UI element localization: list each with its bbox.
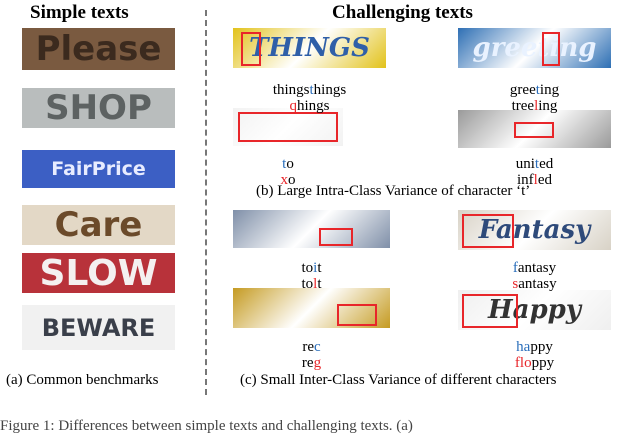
word-label: toit	[232, 260, 392, 276]
letter-segment: g	[313, 355, 322, 371]
letter-segment: l	[313, 276, 318, 292]
letter-segment: t	[534, 156, 540, 172]
header: Challenging texts	[332, 2, 473, 23]
letter-segment: tree	[511, 98, 535, 114]
word-image	[233, 210, 390, 248]
highlight-box	[514, 122, 554, 138]
letter-segment: inf	[516, 172, 534, 188]
caption: (c) Small Inter-Class Variance of differ…	[240, 372, 557, 388]
letter-segment: flo	[514, 355, 532, 371]
letter-segment: f	[512, 260, 518, 276]
word-image: BEWARE	[22, 305, 175, 350]
word-image: SHOP	[22, 88, 175, 128]
letter-segment: uni	[515, 156, 535, 172]
word-label: rec	[232, 339, 392, 355]
word-image	[458, 110, 611, 148]
highlight-box	[462, 214, 514, 248]
word-label: qhings	[230, 98, 390, 114]
word-label: happy	[455, 339, 615, 355]
word-label: fantasy	[455, 260, 615, 276]
letter-segment: to	[301, 260, 314, 276]
caption: (b) Large Intra-Class Variance of charac…	[256, 183, 531, 199]
letter-segment: re	[301, 355, 314, 371]
letter-segment: antasy	[518, 276, 557, 292]
word-image: SLOW	[22, 253, 175, 293]
word-label: floppy	[455, 355, 615, 371]
word-label: infled	[455, 172, 615, 188]
letter-segment: gree	[509, 82, 536, 98]
letter-segment: t	[317, 260, 322, 276]
word-image: FairPrice	[22, 150, 175, 188]
highlight-box	[462, 294, 518, 328]
letter-segment: s	[512, 276, 519, 292]
word-image	[233, 108, 343, 146]
letter-segment: q	[289, 98, 297, 114]
letter-segment: l	[533, 172, 538, 188]
word-label: thingsthings	[230, 82, 390, 98]
letter-segment: t	[309, 82, 314, 98]
word-image: Fantasy	[458, 210, 611, 250]
letter-segment: re	[302, 339, 314, 355]
letter-segment: ed	[537, 172, 552, 188]
letter-segment: ed	[539, 156, 554, 172]
header: Simple texts	[30, 2, 129, 23]
word-image: Care	[22, 205, 175, 245]
word-image: THINGS	[233, 28, 386, 68]
highlight-box	[337, 304, 377, 326]
letter-segment: hings	[296, 98, 330, 114]
letter-segment: ha	[516, 339, 531, 355]
letter-segment: i	[313, 260, 318, 276]
letter-segment: ppy	[531, 355, 555, 371]
word-label: reg	[232, 355, 392, 371]
letter-segment: ing	[539, 82, 560, 98]
word-image: greeting	[458, 28, 611, 68]
letter-segment: antasy	[517, 260, 557, 276]
word-image	[233, 288, 390, 328]
letter-segment: t	[535, 82, 540, 98]
highlight-box	[319, 228, 353, 246]
word-label: greeting	[455, 82, 615, 98]
word-label: treeling	[455, 98, 615, 114]
highlight-box	[241, 32, 261, 66]
letter-segment: o	[286, 156, 294, 172]
letter-segment: ppy	[530, 339, 553, 355]
word-label: santasy	[455, 276, 615, 292]
highlight-box	[238, 112, 338, 142]
highlight-box	[542, 32, 560, 66]
letter-segment: l	[534, 98, 539, 114]
letter-segment: to	[301, 276, 314, 292]
letter-segment: x	[280, 172, 289, 188]
word-label: united	[455, 156, 615, 172]
letter-segment: things	[272, 82, 310, 98]
word-label: tolt	[232, 276, 392, 292]
letter-segment: hings	[313, 82, 347, 98]
caption: (a) Common benchmarks	[6, 372, 159, 388]
word-image: Please	[22, 28, 175, 70]
letter-segment: ing	[538, 98, 558, 114]
word-image: Happy	[458, 290, 611, 330]
letter-segment: c	[313, 339, 321, 355]
word-label: to	[208, 156, 368, 172]
letter-segment: t	[317, 276, 322, 292]
word-label: xo	[208, 172, 368, 188]
letter-segment: o	[288, 172, 296, 188]
divider	[205, 10, 207, 395]
letter-segment: t	[282, 156, 287, 172]
